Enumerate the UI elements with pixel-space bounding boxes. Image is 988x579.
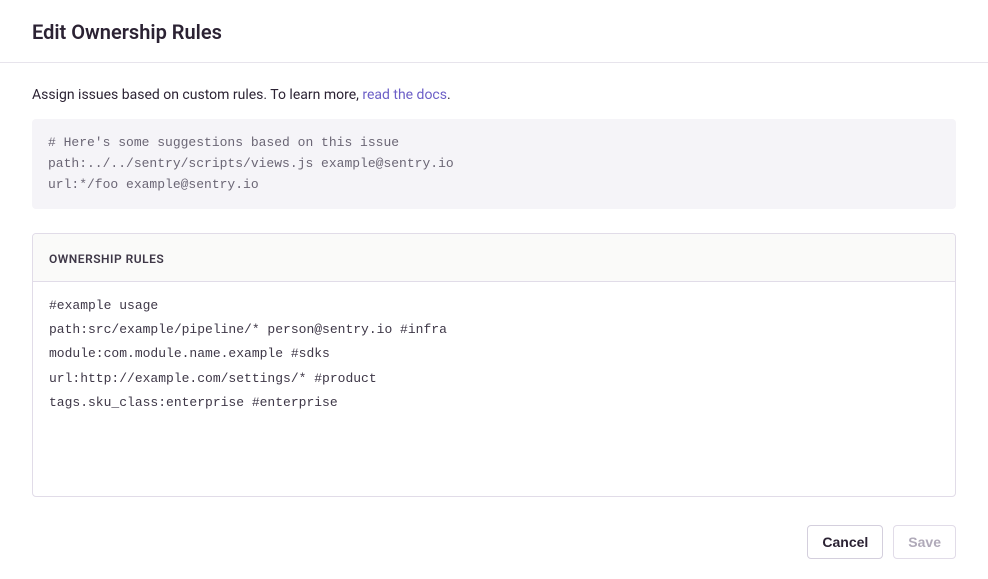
modal-title: Edit Ownership Rules bbox=[32, 20, 956, 44]
intro-prefix: Assign issues based on custom rules. To … bbox=[32, 87, 362, 103]
suggestions-box: # Here's some suggestions based on this … bbox=[32, 119, 956, 209]
docs-link[interactable]: read the docs bbox=[362, 87, 447, 103]
modal-header: Edit Ownership Rules bbox=[0, 0, 988, 63]
modal-body: Assign issues based on custom rules. To … bbox=[0, 63, 988, 513]
intro-suffix: . bbox=[447, 87, 451, 103]
modal-footer: Cancel Save bbox=[0, 513, 988, 579]
ownership-rules-label: Ownership Rules bbox=[49, 252, 164, 266]
save-button[interactable]: Save bbox=[893, 525, 956, 559]
ownership-rules-textarea[interactable] bbox=[33, 282, 955, 492]
cancel-button[interactable]: Cancel bbox=[807, 525, 883, 559]
ownership-rules-panel: Ownership Rules bbox=[32, 233, 956, 497]
intro-text: Assign issues based on custom rules. To … bbox=[32, 87, 956, 103]
ownership-rules-header: Ownership Rules bbox=[33, 234, 955, 282]
